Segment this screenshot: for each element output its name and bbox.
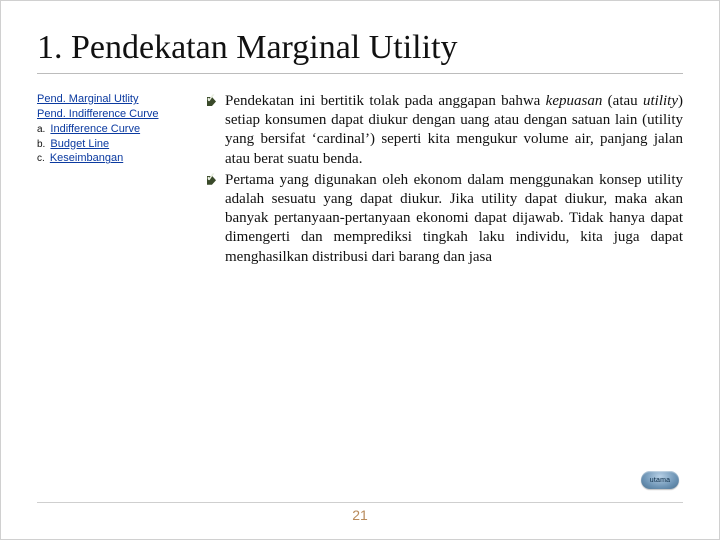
nav-home-button[interactable]: utama — [641, 471, 679, 489]
bullet-text: Pendekatan ini bertitik tolak pada angga… — [225, 93, 683, 167]
slide-title: 1. Pendekatan Marginal Utility — [37, 29, 683, 67]
sidebar-item-pend-indifference[interactable]: Pend. Indifference Curve — [37, 107, 187, 122]
body-row: Pend. Marginal Utlity Pend. Indifference… — [37, 92, 683, 269]
nav-home-label: utama — [650, 477, 670, 484]
sidebar-prefix: b. — [37, 139, 45, 150]
sidebar-item-budget-line[interactable]: b. Budget Line — [37, 137, 187, 152]
sidebar-item-pend-marginal[interactable]: Pend. Marginal Utlity — [37, 92, 187, 107]
sidebar-prefix: a. — [37, 124, 45, 135]
sidebar-item-indifference-curve[interactable]: a. Indifference Curve — [37, 122, 187, 137]
page-number: 21 — [1, 507, 719, 523]
sidebar-link[interactable]: Keseimbangan — [50, 152, 123, 164]
sidebar-item-keseimbangan[interactable]: c. Keseimbangan — [37, 151, 187, 166]
sidebar-nav: Pend. Marginal Utlity Pend. Indifference… — [37, 92, 187, 166]
slide: 1. Pendekatan Marginal Utility Pend. Mar… — [0, 0, 720, 540]
sidebar-link[interactable]: Pend. Indifference Curve — [37, 108, 158, 120]
title-rule — [37, 73, 683, 74]
bullet-text: Pertama yang digunakan oleh ekonom dalam… — [225, 172, 683, 265]
sidebar-link[interactable]: Pend. Marginal Utlity — [37, 93, 139, 105]
content-area: ✓ Pendekatan ini bertitik tolak pada ang… — [205, 92, 683, 269]
sidebar-link[interactable]: Budget Line — [50, 138, 109, 150]
sidebar-prefix: c. — [37, 153, 45, 164]
bullet-list: ✓ Pendekatan ini bertitik tolak pada ang… — [205, 92, 683, 267]
bullet-item: ✓ Pertama yang digunakan oleh ekonom dal… — [205, 171, 683, 267]
check-icon: ✓ — [206, 170, 216, 185]
sidebar-link[interactable]: Indifference Curve — [50, 123, 140, 135]
check-icon: ✓ — [206, 91, 216, 106]
bullet-item: ✓ Pendekatan ini bertitik tolak pada ang… — [205, 92, 683, 169]
footer-rule — [37, 502, 683, 503]
